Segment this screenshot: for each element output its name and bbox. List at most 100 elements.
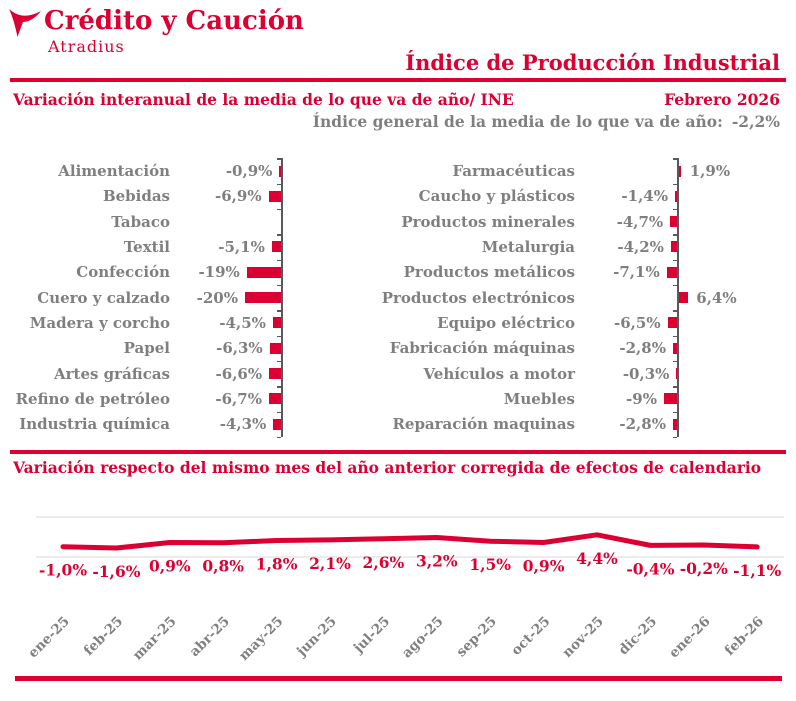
x-axis-month-label: may-25 (236, 614, 286, 664)
bar-category-label: Industria química (19, 415, 170, 434)
bar-value-label: -2,8% (619, 339, 666, 358)
point-value-label: -0,2% (680, 559, 728, 578)
point-value-label: -1,1% (733, 561, 781, 580)
axis-tick (673, 386, 677, 388)
line-series (60, 532, 760, 551)
axis-tick (673, 335, 677, 338)
axis-tick (673, 259, 677, 262)
bar-category-label: Cuero y calzado (37, 288, 170, 307)
bar-category-label: Confección (76, 263, 170, 282)
bar (268, 190, 281, 202)
bar-category-label: Caucho y plásticos (418, 187, 575, 206)
bar (272, 317, 281, 329)
bar-category-label: Productos metálicos (403, 263, 575, 282)
bar-category-label: Equipo eléctrico (437, 313, 575, 332)
point-value-label: 1,5% (469, 555, 511, 574)
axis-tick (277, 335, 281, 338)
x-axis-month-label: ene-25 (25, 614, 73, 662)
axis-tick (673, 158, 677, 160)
point-value-label: 1,8% (256, 555, 298, 574)
bar (667, 317, 677, 329)
bar-value-label: -1,4% (621, 187, 668, 206)
bar-category-label: Fabricación máquinas (389, 339, 575, 358)
bar-category-label: Vehículos a motor (423, 364, 575, 383)
axis-tick (673, 208, 677, 211)
chart-axis (677, 158, 679, 437)
bar (670, 241, 677, 253)
bar-value-label: -6,6% (215, 364, 263, 383)
point-value-label: 4,4% (576, 549, 618, 568)
x-axis-month-label: ago-25 (399, 614, 447, 662)
bar-value-label: -19% (198, 263, 240, 282)
bar-value-label: -6,9% (215, 187, 262, 206)
bar-value-label: 6,4% (696, 288, 737, 307)
bar-value-label: -6,5% (614, 313, 661, 332)
bar-category-label: Farmacéuticas (452, 162, 575, 180)
bar (676, 368, 677, 380)
axis-tick (277, 208, 281, 211)
bar (279, 165, 281, 177)
axis-tick (277, 360, 281, 363)
bar-category-label: Refino de petróleo (15, 389, 170, 408)
point-value-label: 0,8% (202, 557, 244, 576)
axis-tick (673, 284, 677, 287)
chart-axis (281, 158, 283, 437)
x-axis-month-label: nov-25 (559, 614, 606, 661)
footer-rule (15, 676, 782, 681)
general-index-value: -2,2% (731, 112, 780, 131)
axis-tick (673, 310, 677, 312)
bar (246, 266, 281, 278)
point-value-label: -0,4% (626, 559, 674, 578)
x-axis-month-label: oct-25 (508, 614, 553, 659)
bar-category-label: Artes gráficas (54, 364, 170, 383)
axis-tick (277, 310, 281, 312)
brand-name: Crédito y Caución (44, 6, 304, 36)
bar-category-label: Tabaco (111, 212, 170, 231)
bar (663, 393, 677, 405)
bar-category-label: Productos electrónicos (381, 288, 575, 307)
point-value-label: 3,2% (416, 551, 458, 570)
x-axis-month-label: sep-25 (453, 614, 500, 661)
header-rule (10, 78, 786, 82)
bar-category-label: Alimentación (58, 162, 170, 180)
general-index-label: Índice general de la media de lo que va … (312, 112, 723, 131)
bar-value-label: -0,9% (225, 162, 273, 180)
x-axis-month-label: abr-25 (187, 614, 233, 660)
bar-value-label: -5,1% (218, 237, 265, 256)
bar-category-label: Bebidas (102, 187, 170, 206)
bar (273, 418, 281, 430)
bar (666, 266, 677, 278)
bar (674, 190, 677, 202)
section1-subtitle: Variación interanual de la media de lo q… (13, 90, 514, 109)
bar (672, 418, 677, 430)
axis-tick (673, 360, 677, 363)
bar-value-label: -2,8% (619, 415, 666, 434)
bar-value-label: -6,3% (216, 339, 263, 358)
bar-category-label: Muebles (503, 389, 575, 408)
section2-rule (10, 450, 786, 454)
brand-subname: Atradius (48, 37, 125, 56)
axis-tick (277, 386, 281, 388)
bar (670, 216, 677, 228)
bar (678, 292, 688, 304)
bar-category-label: Reparación maquinas (392, 415, 575, 434)
x-axis-month-label: jun-25 (293, 614, 340, 661)
right-bar-chart: Farmacéuticas 1,9% Caucho y plásticos -1,4%… (381, 158, 737, 439)
bar (672, 342, 677, 354)
bar (268, 393, 281, 405)
x-axis-month-label: feb-26 (722, 614, 767, 659)
bar-value-label: -4,7% (616, 212, 664, 231)
axis-tick (277, 436, 281, 439)
axis-tick (277, 284, 281, 287)
bar-value-label: -0,3% (622, 364, 670, 383)
bar-category-label: Papel (123, 339, 170, 358)
period-label: Febrero 2026 (664, 90, 780, 109)
bar-value-label: -20% (196, 288, 238, 307)
bar (245, 292, 281, 304)
point-value-label: 0,9% (523, 557, 565, 576)
x-axis-month-label: mar-25 (130, 614, 180, 664)
bar (271, 241, 281, 253)
axis-tick (277, 158, 281, 160)
section2-title: Variación respecto del mismo mes del año… (13, 458, 762, 477)
